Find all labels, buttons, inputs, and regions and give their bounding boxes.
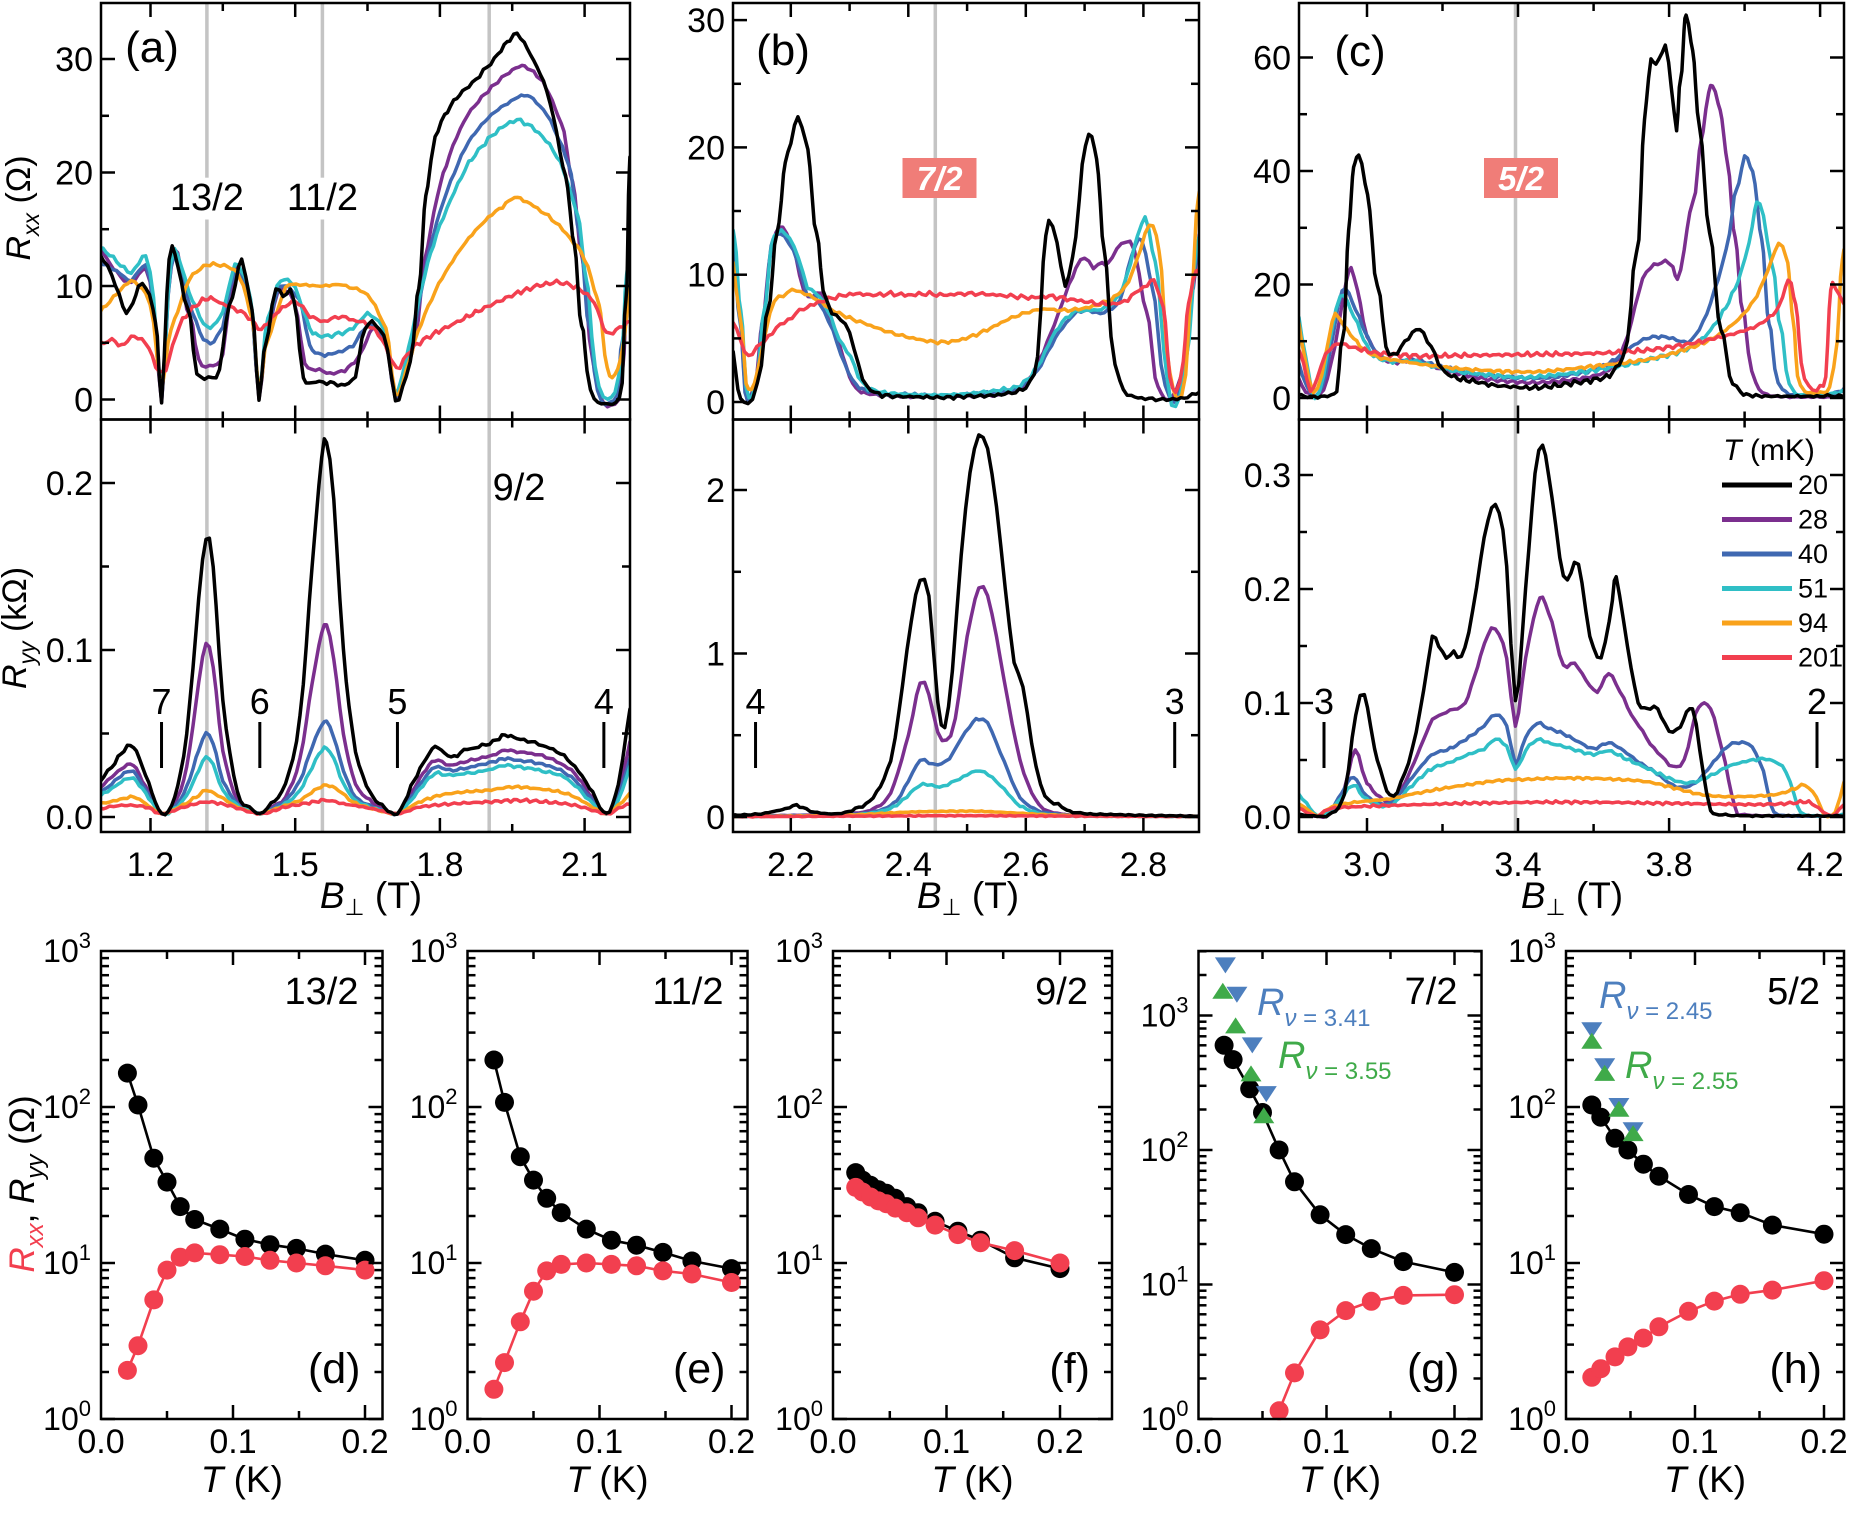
svg-text:60: 60 [1253, 40, 1291, 78]
svg-text:4: 4 [745, 681, 765, 722]
svg-text:0.0: 0.0 [1542, 1423, 1589, 1461]
svg-text:0.2: 0.2 [46, 465, 93, 503]
svg-text:28: 28 [1798, 505, 1828, 535]
svg-text:0.1: 0.1 [923, 1423, 970, 1461]
svg-text:0.1: 0.1 [576, 1423, 623, 1461]
svg-text:2: 2 [1807, 681, 1827, 722]
svg-text:20: 20 [1253, 267, 1291, 305]
svg-text:94: 94 [1798, 608, 1828, 638]
svg-text:201: 201 [1798, 643, 1843, 673]
svg-text:Rν = 3.55: Rν = 3.55 [1278, 1035, 1392, 1085]
svg-text:5/2: 5/2 [1498, 160, 1545, 197]
svg-text:0.1: 0.1 [1244, 685, 1291, 723]
svg-text:0.0: 0.0 [1244, 799, 1291, 837]
svg-text:7/2: 7/2 [917, 160, 964, 197]
svg-text:4.2: 4.2 [1796, 846, 1843, 884]
svg-text:1.2: 1.2 [127, 846, 174, 884]
svg-text:T (K): T (K) [931, 1459, 1013, 1500]
svg-text:0: 0 [74, 382, 93, 420]
svg-text:2.8: 2.8 [1120, 846, 1167, 884]
svg-text:9/2: 9/2 [493, 467, 546, 509]
svg-text:11/2: 11/2 [652, 971, 723, 1013]
svg-text:(f): (f) [1049, 1345, 1090, 1393]
svg-text:0: 0 [706, 799, 725, 837]
svg-text:1: 1 [706, 636, 725, 674]
svg-text:(b): (b) [756, 26, 810, 75]
svg-text:Rν = 3.41: Rν = 3.41 [1257, 982, 1371, 1032]
svg-text:Rν = 2.55: Rν = 2.55 [1625, 1045, 1739, 1095]
svg-text:0.2: 0.2 [341, 1423, 388, 1461]
svg-text:10: 10 [55, 268, 93, 306]
svg-text:103: 103 [43, 928, 91, 969]
svg-text:20: 20 [1798, 470, 1828, 500]
svg-text:0.2: 0.2 [1800, 1423, 1847, 1461]
svg-text:0.1: 0.1 [209, 1423, 256, 1461]
svg-text:2.2: 2.2 [767, 846, 814, 884]
svg-text:7: 7 [151, 681, 171, 722]
svg-text:3.0: 3.0 [1343, 846, 1390, 884]
svg-text:T (K): T (K) [201, 1459, 283, 1500]
svg-text:Rxx, Ryy (Ω): Rxx, Ryy (Ω) [3, 1095, 49, 1272]
svg-text:Rxx (Ω): Rxx (Ω) [0, 155, 44, 260]
svg-text:B⊥ (T): B⊥ (T) [320, 875, 422, 920]
svg-text:1.5: 1.5 [272, 846, 319, 884]
svg-text:20: 20 [687, 129, 725, 167]
svg-text:0.2: 0.2 [1244, 571, 1291, 609]
svg-text:T (K): T (K) [1299, 1459, 1381, 1500]
svg-text:4: 4 [594, 681, 614, 722]
svg-text:9/2: 9/2 [1035, 971, 1088, 1013]
svg-text:2.6: 2.6 [1002, 846, 1049, 884]
svg-text:3: 3 [1314, 681, 1334, 722]
svg-text:0: 0 [706, 384, 725, 422]
svg-text:30: 30 [687, 2, 725, 40]
svg-text:T (mK): T (mK) [1723, 434, 1815, 467]
svg-text:Ryy (kΩ): Ryy (kΩ) [0, 567, 40, 689]
svg-text:0.0: 0.0 [444, 1423, 491, 1461]
svg-text:13/2: 13/2 [285, 971, 359, 1013]
svg-text:51: 51 [1798, 574, 1828, 604]
svg-text:3.8: 3.8 [1645, 846, 1692, 884]
svg-text:0.2: 0.2 [708, 1423, 755, 1461]
svg-text:0.1: 0.1 [46, 632, 93, 670]
svg-text:0.2: 0.2 [1431, 1423, 1478, 1461]
svg-text:Rν = 2.45: Rν = 2.45 [1599, 975, 1713, 1025]
svg-text:B⊥ (T): B⊥ (T) [1521, 875, 1623, 920]
svg-text:3: 3 [1165, 681, 1185, 722]
svg-text:0.0: 0.0 [77, 1423, 124, 1461]
svg-text:2: 2 [706, 472, 725, 510]
svg-text:0.0: 0.0 [1175, 1423, 1222, 1461]
svg-text:(g): (g) [1407, 1345, 1460, 1393]
svg-text:2.1: 2.1 [561, 846, 608, 884]
svg-text:0.2: 0.2 [1036, 1423, 1083, 1461]
svg-text:5/2: 5/2 [1767, 971, 1820, 1013]
svg-text:2.4: 2.4 [885, 846, 932, 884]
svg-text:0.0: 0.0 [809, 1423, 856, 1461]
svg-text:40: 40 [1253, 153, 1291, 191]
svg-text:0.3: 0.3 [1244, 457, 1291, 495]
svg-text:T (K): T (K) [566, 1459, 648, 1500]
svg-text:3.4: 3.4 [1494, 846, 1541, 884]
svg-text:(e): (e) [673, 1345, 726, 1393]
svg-text:30: 30 [55, 41, 93, 79]
svg-text:T (K): T (K) [1664, 1459, 1746, 1500]
svg-text:B⊥ (T): B⊥ (T) [917, 875, 1019, 920]
svg-text:11/2: 11/2 [287, 177, 358, 219]
svg-text:1.8: 1.8 [416, 846, 463, 884]
svg-text:40: 40 [1798, 539, 1828, 569]
svg-text:0.1: 0.1 [1303, 1423, 1350, 1461]
svg-text:10: 10 [687, 257, 725, 295]
svg-text:5: 5 [387, 681, 407, 722]
svg-text:0: 0 [1272, 380, 1291, 418]
svg-text:(h): (h) [1769, 1345, 1822, 1393]
svg-text:20: 20 [55, 155, 93, 193]
svg-text:7/2: 7/2 [1405, 971, 1458, 1013]
svg-text:13/2: 13/2 [170, 177, 244, 219]
svg-text:0.0: 0.0 [46, 799, 93, 837]
svg-text:6: 6 [250, 681, 270, 722]
svg-text:0.1: 0.1 [1671, 1423, 1718, 1461]
svg-text:(d): (d) [308, 1345, 361, 1393]
svg-text:(a): (a) [125, 23, 179, 72]
svg-text:(c): (c) [1334, 27, 1385, 76]
